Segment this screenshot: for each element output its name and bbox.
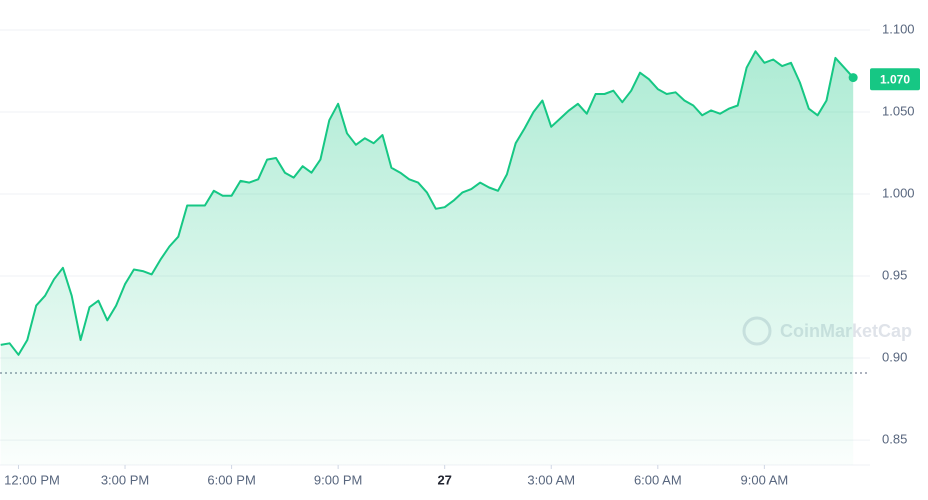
y-tick-label: 0.95 — [882, 267, 907, 282]
x-tick-label: 6:00 PM — [207, 472, 255, 487]
y-tick-label: 1.000 — [882, 185, 915, 200]
y-tick-label: 1.100 — [882, 21, 915, 36]
area-fill — [0, 51, 854, 466]
price-tag — [870, 68, 920, 91]
last-point — [848, 73, 858, 83]
x-tick-label: 27 — [437, 472, 451, 487]
x-tick-label: 3:00 PM — [101, 472, 149, 487]
x-tick-label: 3:00 AM — [527, 472, 575, 487]
y-tick-label: 0.90 — [882, 349, 907, 364]
y-tick-label: 1.050 — [882, 103, 915, 118]
x-tick-label: 6:00 AM — [634, 472, 682, 487]
price-tag-label: 1.070 — [880, 72, 910, 86]
x-tick-label: 9:00 PM — [314, 472, 362, 487]
y-tick-label: 0.85 — [882, 432, 907, 447]
x-tick-label: 12:00 PM — [4, 472, 60, 487]
x-tick-label: 9:00 AM — [741, 472, 789, 487]
price-line — [0, 50, 854, 356]
